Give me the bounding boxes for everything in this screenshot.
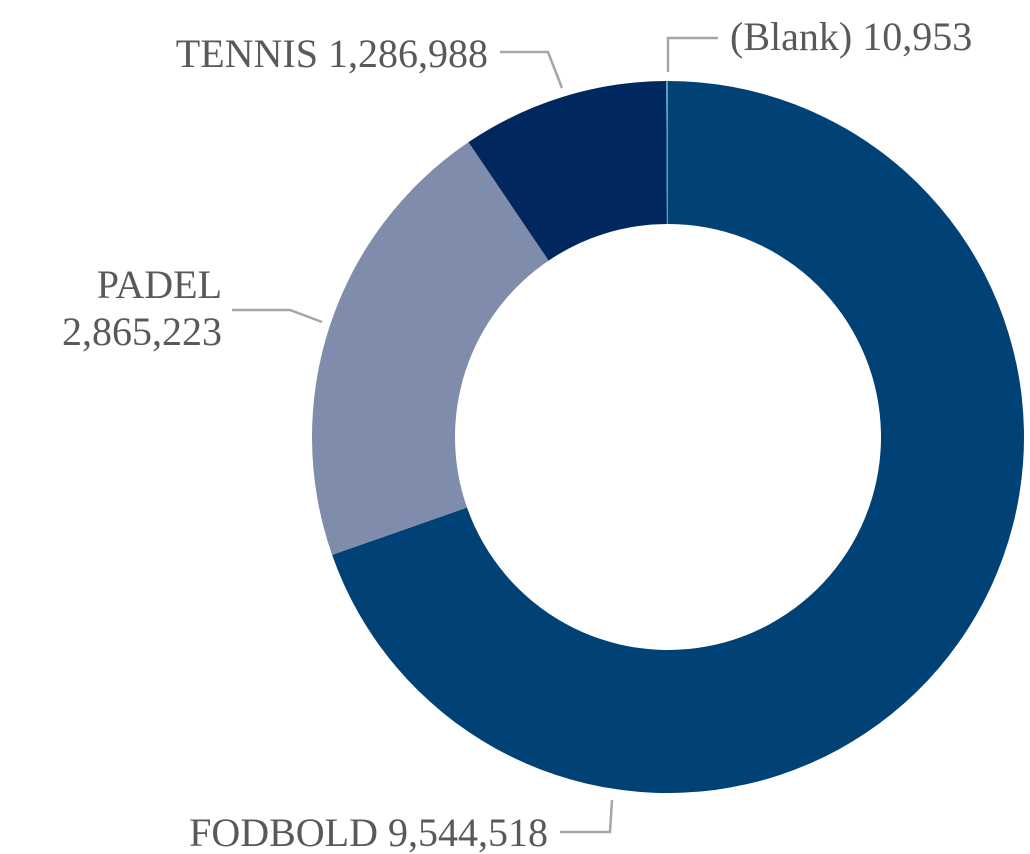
- slice: [666, 81, 668, 225]
- slices: [311, 81, 1025, 793]
- category-label: TENNIS: [176, 31, 318, 76]
- leader-line: [666, 36, 718, 72]
- slice: [311, 142, 549, 555]
- value-label: 9,544,518: [388, 810, 548, 854]
- slice-label: (Blank) 10,953: [730, 14, 972, 59]
- category-label: PADEL: [97, 262, 222, 307]
- value-label: 10,953: [862, 14, 972, 59]
- slice: [332, 81, 1025, 793]
- slice: [468, 81, 667, 261]
- category-label: (Blank): [730, 14, 852, 59]
- slice-label: FODBOLD 9,544,518: [189, 810, 548, 854]
- slice-label: TENNIS 1,286,988: [176, 31, 488, 76]
- value-label: 2,865,223: [62, 309, 222, 354]
- value-label: 1,286,988: [328, 31, 488, 76]
- leader-line: [560, 799, 614, 834]
- leader-line: [232, 308, 323, 324]
- leader-line: [500, 50, 564, 89]
- category-label: FODBOLD: [189, 810, 378, 854]
